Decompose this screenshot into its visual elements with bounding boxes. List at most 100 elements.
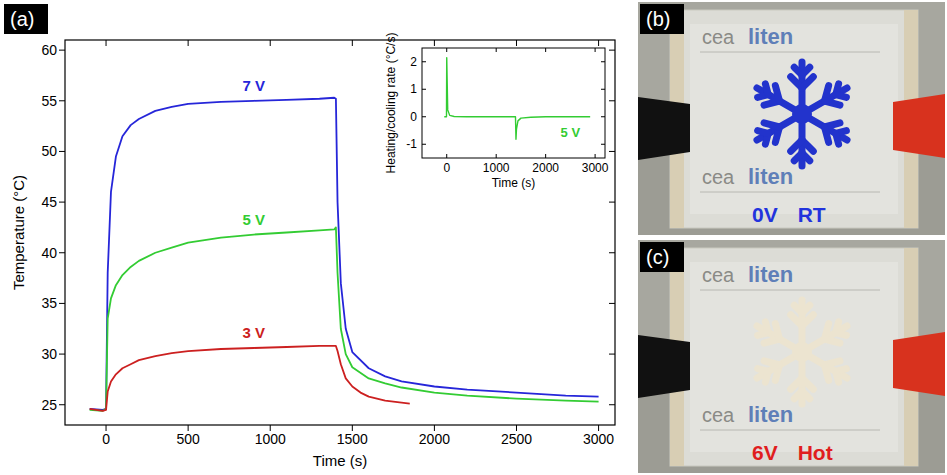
snowflake-branch (836, 372, 839, 383)
series-line (90, 346, 410, 411)
logo-text: liten (748, 164, 793, 189)
snowflake-branch (765, 84, 768, 95)
snowflake-branch (825, 365, 829, 380)
series-label: 5 V (561, 125, 581, 140)
logo-text: cea (702, 404, 735, 426)
logo-text: cea (702, 166, 735, 188)
snowflake-branch (794, 391, 802, 399)
x-tick-top (446, 48, 447, 52)
x-tick-label: 2000 (532, 161, 559, 175)
y-tick-right (609, 151, 615, 152)
y-tick-label: 35 (41, 295, 57, 311)
panel-letter-text: (a) (10, 8, 34, 30)
y-tick-right (601, 116, 605, 117)
panel-letter: (b) (640, 4, 684, 34)
panel-letter: (c) (640, 242, 684, 272)
logo-rule (700, 290, 880, 291)
x-tick-label: 500 (176, 431, 200, 447)
state-label: Hot (798, 441, 833, 464)
logo-text: liten (748, 262, 793, 287)
snowflake-branch (802, 67, 810, 75)
x-tick-top (598, 40, 599, 46)
snowflake-branch (758, 131, 769, 134)
x-tick-top (496, 48, 497, 52)
x-tick (545, 154, 546, 158)
snowflake (757, 300, 847, 404)
logo-text: liten (748, 402, 793, 427)
red-clip (893, 332, 945, 396)
series-group (444, 58, 590, 140)
black-clip (638, 335, 690, 398)
snowflake-branch (765, 322, 768, 333)
snowflake (757, 62, 847, 166)
voltage-label: 6V (752, 441, 778, 464)
glass-slide (670, 10, 918, 228)
y-tick-right (609, 100, 615, 101)
snowflake-branch (802, 77, 813, 88)
x-tick-label: 0 (102, 431, 110, 447)
y-tick-right (609, 252, 615, 253)
glass-slide (670, 248, 918, 466)
snowflake-center (792, 342, 812, 362)
y-tick (422, 144, 426, 145)
y-tick-label: 55 (41, 93, 57, 109)
logo-rule (700, 430, 880, 431)
snowflake-branch (825, 127, 829, 142)
snowflake-branch (775, 324, 779, 339)
x-tick-label: 3000 (582, 161, 609, 175)
snowflake-branch (791, 140, 802, 151)
x-tick-label: 1500 (337, 431, 368, 447)
snowflake-branch (836, 95, 847, 98)
photo: cealitencealiten6VHot (638, 240, 945, 473)
snowflake-branch (775, 86, 779, 101)
y-tick (422, 61, 426, 62)
device-area (690, 262, 898, 452)
photo: cealitencealiten0VRT (638, 2, 945, 235)
x-tick (446, 154, 447, 158)
logo-text: cea (702, 26, 735, 48)
y-tick-label: -1 (406, 137, 417, 151)
series-label: 5 V (243, 211, 266, 228)
panel-letter-text: (c) (646, 246, 669, 268)
x-tick-top (434, 40, 435, 46)
snowflake-branch (825, 101, 840, 105)
x-axis-title: Time (s) (313, 452, 367, 469)
x-tick-top (595, 48, 596, 52)
x-tick-label: 0 (443, 161, 450, 175)
plot-frame (422, 48, 605, 158)
photo-background (638, 2, 945, 235)
y-tick (59, 354, 65, 355)
panel-letter: (a) (4, 4, 48, 34)
x-tick-top (545, 48, 546, 52)
series-label: 7 V (243, 77, 266, 94)
plot-background (422, 48, 605, 158)
y-tick-label: 25 (41, 397, 57, 413)
black-clip (638, 97, 690, 160)
x-tick (595, 154, 596, 158)
plot-background (65, 40, 615, 425)
x-tick-label: 2500 (501, 431, 532, 447)
photo-background (638, 240, 945, 473)
y-tick (59, 303, 65, 304)
y-tick-right (609, 202, 615, 203)
x-tick-top (516, 40, 517, 46)
x-tick-label: 1000 (483, 161, 510, 175)
logo-rule (700, 192, 880, 193)
y-tick (422, 116, 426, 117)
x-tick-top (188, 40, 189, 46)
snowflake-branch (825, 339, 840, 343)
snowflake-branch (836, 134, 839, 145)
panel-letter-box (4, 4, 48, 34)
snowflake-branch (791, 378, 802, 389)
snowflake-branch (802, 305, 810, 313)
y-tick-right (609, 404, 615, 405)
snowflake-branch (836, 333, 847, 336)
inset-chart: 0100020003000-1012Time (s)Heating/coolin… (384, 33, 609, 190)
y-tick-label: 0 (410, 110, 417, 124)
main-chart: 0500100015002000250030002530354045505560… (10, 40, 615, 469)
y-tick-right (601, 89, 605, 90)
y-tick-right (609, 303, 615, 304)
x-tick-top (106, 40, 107, 46)
x-axis-title: Time (s) (492, 176, 536, 190)
snowflake-branch (764, 123, 779, 127)
